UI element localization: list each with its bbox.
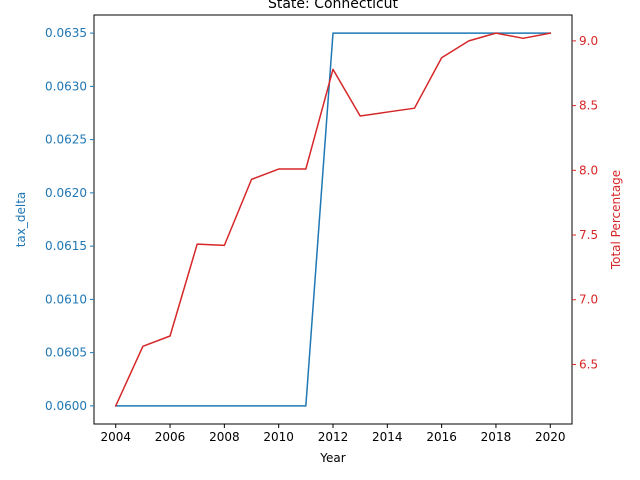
series-layer: [114, 32, 552, 407]
y-left-tick-label: 0.0615: [45, 239, 87, 253]
x-tick-label: 2012: [318, 430, 349, 444]
y-left-tick-label: 0.0600: [45, 399, 87, 413]
y-left-tick-label: 0.0630: [45, 79, 87, 93]
y-left-tick-label: 0.0605: [45, 346, 87, 360]
x-tick-label: 2016: [426, 430, 457, 444]
x-tick-label: 2008: [209, 430, 240, 444]
y-right-tick-label: 7.5: [579, 228, 598, 242]
x-tick-label: 2014: [372, 430, 403, 444]
y-right-tick-label: 8.5: [579, 99, 598, 113]
x-tick-label: 2004: [100, 430, 131, 444]
y-axis-right: 6.5 7.0 7.5 8.0 8.5 9.0: [572, 34, 598, 371]
y-right-tick-label: 7.0: [579, 293, 598, 307]
y-axis-left: 0.0600 0.0605 0.0610 0.0615 0.0620 0.0625 0.06…: [45, 26, 94, 413]
y-left-tick-label: 0.0625: [45, 133, 87, 147]
series-line-left: [114, 32, 552, 407]
y-axis-left-label: tax_delta: [14, 192, 28, 248]
chart-title: State: Connecticut: [268, 0, 399, 12]
y-axis-right-label: Total Percentage: [609, 170, 623, 270]
x-tick-label: 2018: [481, 430, 512, 444]
y-right-tick-label: 8.0: [579, 163, 598, 177]
y-right-tick-label: 6.5: [579, 357, 598, 371]
series-line-right: [114, 32, 552, 407]
x-axis: 2004 2006 2008 2010 2012 2014 2016 2018 2020: [100, 424, 566, 444]
x-tick-label: 2020: [535, 430, 566, 444]
y-left-tick-label: 0.0620: [45, 186, 87, 200]
x-tick-label: 2010: [263, 430, 294, 444]
y-right-tick-label: 9.0: [579, 34, 598, 48]
y-left-tick-label: 0.0610: [45, 292, 87, 306]
y-left-tick-label: 0.0635: [45, 26, 87, 40]
x-axis-label: Year: [319, 451, 345, 465]
x-tick-label: 2006: [155, 430, 186, 444]
